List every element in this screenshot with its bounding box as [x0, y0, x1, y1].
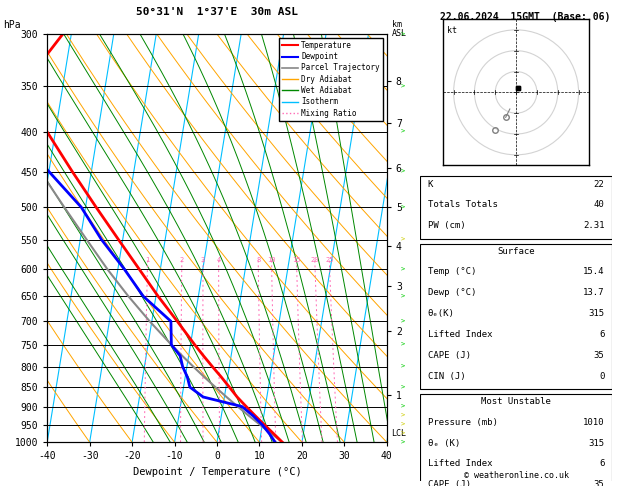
Text: 22.06.2024  15GMT  (Base: 06): 22.06.2024 15GMT (Base: 06) — [440, 12, 610, 22]
Text: 15.4: 15.4 — [583, 267, 604, 277]
Text: >: > — [401, 403, 404, 410]
Text: 3: 3 — [201, 258, 205, 263]
Text: 6: 6 — [599, 330, 604, 339]
Text: CIN (J): CIN (J) — [428, 371, 465, 381]
Text: 1: 1 — [145, 258, 150, 263]
Text: PW (cm): PW (cm) — [428, 221, 465, 230]
Text: 35: 35 — [594, 351, 604, 360]
Text: Temp (°C): Temp (°C) — [428, 267, 476, 277]
Text: 6: 6 — [599, 459, 604, 469]
Text: 4: 4 — [216, 258, 221, 263]
Text: Lifted Index: Lifted Index — [428, 459, 493, 469]
Text: Lifted Index: Lifted Index — [428, 330, 493, 339]
Text: Most Unstable: Most Unstable — [481, 397, 551, 406]
Text: θₑ (K): θₑ (K) — [428, 438, 460, 448]
Text: >: > — [401, 266, 404, 272]
Text: 2.31: 2.31 — [583, 221, 604, 230]
Text: hPa: hPa — [3, 20, 21, 31]
Text: Pressure (mb): Pressure (mb) — [428, 418, 498, 427]
Text: >: > — [401, 431, 404, 437]
Text: 22: 22 — [594, 179, 604, 189]
Text: Totals Totals: Totals Totals — [428, 200, 498, 209]
Text: >: > — [401, 129, 404, 135]
Text: 8: 8 — [256, 258, 260, 263]
Text: 13.7: 13.7 — [583, 288, 604, 297]
Text: CAPE (J): CAPE (J) — [428, 351, 471, 360]
Text: K: K — [428, 179, 433, 189]
Text: km
ASL: km ASL — [392, 20, 407, 38]
Text: 15: 15 — [292, 258, 301, 263]
Text: CAPE (J): CAPE (J) — [428, 480, 471, 486]
Bar — [420, 176, 612, 239]
Text: kt: kt — [447, 26, 457, 35]
Text: >: > — [401, 364, 404, 369]
Text: LCL: LCL — [391, 429, 406, 438]
Text: >: > — [401, 293, 404, 299]
Text: >: > — [401, 384, 404, 390]
Text: 0: 0 — [599, 371, 604, 381]
Text: >: > — [401, 83, 404, 89]
Text: >: > — [401, 204, 404, 210]
Text: >: > — [401, 169, 404, 174]
Text: >: > — [401, 342, 404, 347]
Text: 10: 10 — [267, 258, 276, 263]
Text: 40: 40 — [594, 200, 604, 209]
Text: 315: 315 — [588, 438, 604, 448]
Text: 315: 315 — [588, 309, 604, 318]
Text: 1010: 1010 — [583, 418, 604, 427]
Text: Surface: Surface — [498, 246, 535, 256]
Text: © weatheronline.co.uk: © weatheronline.co.uk — [464, 470, 569, 480]
Text: Dewp (°C): Dewp (°C) — [428, 288, 476, 297]
Text: 35: 35 — [594, 480, 604, 486]
Text: >: > — [401, 237, 404, 243]
Text: 25: 25 — [325, 258, 334, 263]
Legend: Temperature, Dewpoint, Parcel Trajectory, Dry Adiabat, Wet Adiabat, Isotherm, Mi: Temperature, Dewpoint, Parcel Trajectory… — [279, 38, 383, 121]
Text: >: > — [401, 318, 404, 324]
Text: >: > — [401, 31, 404, 37]
Bar — [420, 243, 612, 389]
Text: >: > — [401, 439, 404, 445]
X-axis label: Dewpoint / Temperature (°C): Dewpoint / Temperature (°C) — [133, 467, 301, 477]
Text: 20: 20 — [311, 258, 320, 263]
Text: >: > — [401, 413, 404, 419]
Text: θₑ(K): θₑ(K) — [428, 309, 455, 318]
Text: >: > — [401, 422, 404, 428]
Text: 2: 2 — [180, 258, 184, 263]
Text: 50°31'N  1°37'E  30m ASL: 50°31'N 1°37'E 30m ASL — [136, 7, 298, 17]
Bar — [420, 394, 612, 486]
